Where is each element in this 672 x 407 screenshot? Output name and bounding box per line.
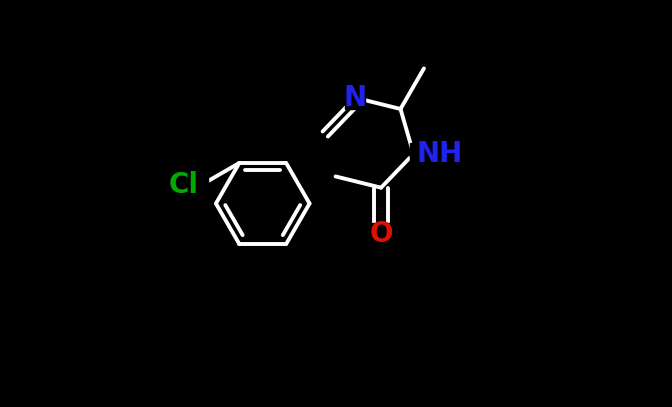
Bar: [372, 223, 390, 246]
Text: N: N: [343, 84, 367, 112]
Bar: [185, 174, 208, 197]
Text: Cl: Cl: [169, 171, 199, 199]
Text: O: O: [370, 221, 392, 248]
Bar: [410, 143, 439, 165]
Text: NH: NH: [417, 140, 463, 168]
Bar: [345, 87, 366, 109]
